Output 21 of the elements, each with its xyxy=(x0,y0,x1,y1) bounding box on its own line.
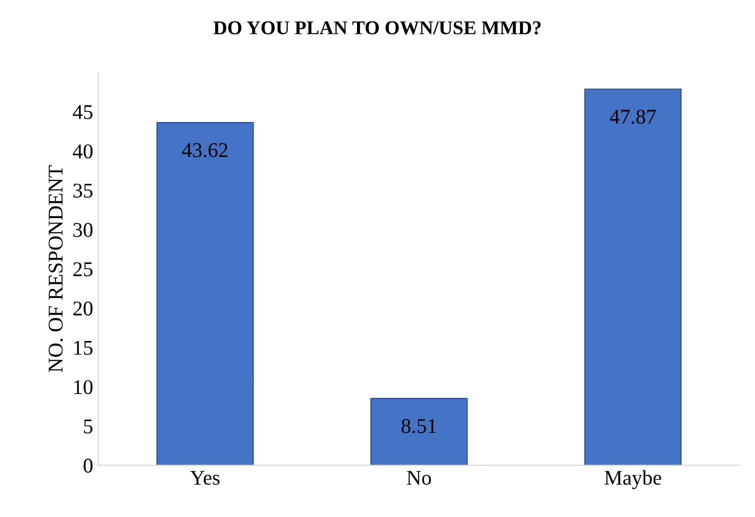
y-tick-label: 0 xyxy=(84,458,92,473)
data-label: 8.51 xyxy=(402,419,436,434)
y-tick-label: 40 xyxy=(72,144,92,158)
bar xyxy=(156,122,254,466)
x-tick-label: Yes xyxy=(190,470,220,485)
y-tick-label: 20 xyxy=(73,302,92,316)
chart-title: DO YOU PLAN TO OWN/USE MMD? xyxy=(214,21,541,34)
bar xyxy=(370,398,468,466)
y-tick-label: 45 xyxy=(72,105,92,120)
data-label: 47.87 xyxy=(610,110,656,124)
y-tick-label: 30 xyxy=(73,222,92,237)
y-tick-label: 35 xyxy=(73,184,92,198)
y-axis-title: NO. OF RESPONDENT xyxy=(48,165,63,372)
y-tick-label: 25 xyxy=(73,262,92,276)
bar xyxy=(584,88,682,466)
y-tick-label: 10 xyxy=(74,380,92,394)
y-tick-label: 15 xyxy=(74,340,92,355)
x-tick-label: No xyxy=(406,470,431,485)
y-tick-label: 5 xyxy=(84,420,92,434)
x-tick-label: Maybe xyxy=(604,470,662,490)
data-label: 43.62 xyxy=(182,143,228,158)
